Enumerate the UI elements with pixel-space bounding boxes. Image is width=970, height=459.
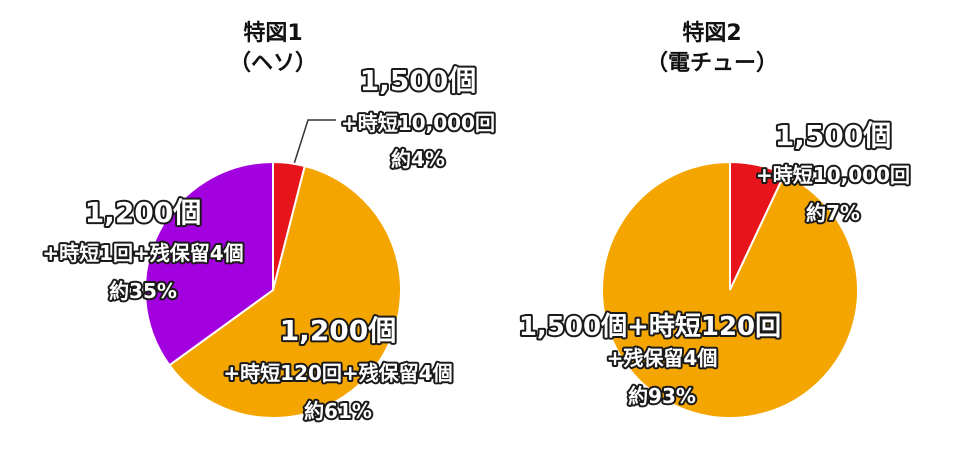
chart2-slice0-label: 1,500個 +時短10,000回 約7% <box>754 117 912 227</box>
chart2-subtitle: （電チュー） <box>646 51 778 76</box>
chart1-slice0-label-line2: +時短10,000回 <box>341 111 495 135</box>
chart1-slice1-label-line1: 1,200個 <box>280 314 397 347</box>
chart2-title: 特図2 <box>682 20 741 46</box>
chart2-slice-1 <box>601 160 859 419</box>
chart1-slice2-label: 1,200個 +時短1回+残保留4個 約35% <box>40 194 245 305</box>
chart2-slice1-label-line3: 約93% <box>628 384 696 408</box>
chart1-slice1-label-line2: +時短120回+残保留4個 <box>223 361 452 385</box>
chart1-slice0-label: 1,500個 +時短10,000回 約4% <box>339 62 497 173</box>
chart2-slice0-label-line3: 約7% <box>806 201 860 225</box>
chart2-slice0-label-line1: 1,500個 <box>775 119 892 152</box>
chart1-slice-2 <box>144 160 274 367</box>
chart1-slice1-label-line3: 約61% <box>304 399 372 423</box>
chart1-slice1-label: 1,200個 +時短120回+残保留4個 約61% <box>221 312 454 425</box>
chart1-slice2-label-line3: 約35% <box>109 279 177 303</box>
chart1-slice0-label-line3: 約4% <box>391 147 445 171</box>
chart1-subtitle: （ヘソ） <box>229 51 317 76</box>
chart1-slice-1 <box>168 164 402 419</box>
slices-layer <box>144 160 859 419</box>
chart1-slice0-label-line1: 1,500個 <box>360 64 477 97</box>
chart2-slice1-label-line1: 1,500個+時短120回 <box>519 312 781 342</box>
chart1-slice2-label-line1: 1,200個 <box>85 196 202 229</box>
chart2-slice1-label-line2: +残保留4個 <box>607 346 718 370</box>
chart1-title: 特図1 <box>243 20 302 46</box>
chart2-slice0-label-line2: +時短10,000回 <box>756 163 910 187</box>
chart1-slice2-label-line2: +時短1回+残保留4個 <box>42 241 243 265</box>
chart2-slice1-label: 1,500個+時短120回 +残保留4個 約93% <box>517 310 783 410</box>
chart1-leader-line <box>287 119 336 184</box>
